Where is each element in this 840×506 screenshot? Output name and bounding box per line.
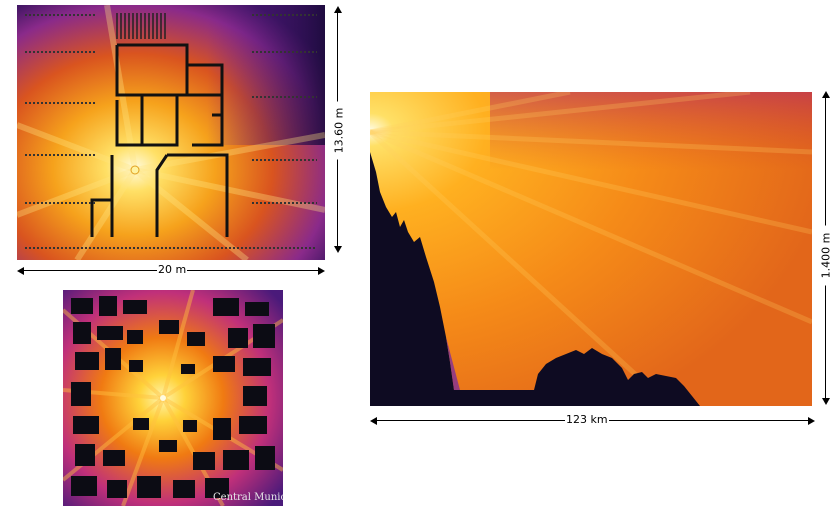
terrain-coverage-map — [370, 92, 812, 406]
indoor-height-arrow-top — [334, 6, 342, 13]
city-coverage-map: Central Munich — [63, 290, 283, 506]
terrain-shadow-left — [370, 152, 454, 406]
terrain-width-label: 123 km — [565, 413, 609, 426]
indoor-heatmap — [17, 5, 325, 260]
terrain-heatmap — [370, 92, 812, 406]
indoor-height-label: 13.60 m — [332, 101, 346, 160]
terrain-height-label: 1.400 m — [819, 225, 833, 286]
terrain-height-arrow-bottom — [822, 398, 830, 405]
indoor-width-arrow-right — [318, 267, 325, 275]
indoor-height-arrow-bottom — [334, 246, 342, 253]
indoor-width-label: 20 m — [157, 263, 188, 276]
city-heatmap — [63, 290, 283, 506]
indoor-width-arrow-left — [17, 267, 24, 275]
terrain-width-arrow-right — [808, 417, 815, 425]
indoor-coverage-map — [17, 5, 325, 260]
terrain-shadow-right — [530, 348, 700, 406]
terrain-width-arrow-left — [370, 417, 377, 425]
city-caption: Central Munich — [213, 492, 283, 503]
terrain-height-arrow-top — [822, 91, 830, 98]
